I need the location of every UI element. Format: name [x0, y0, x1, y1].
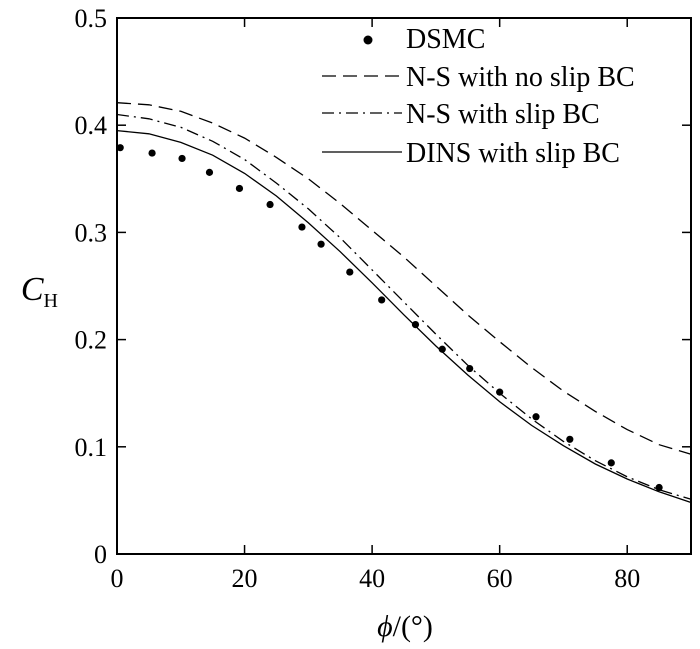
data-point	[411, 320, 420, 329]
data-point	[655, 483, 663, 492]
y-axis-subscript: H	[44, 290, 58, 312]
x-tick-label: 40	[359, 564, 385, 593]
data-point	[378, 296, 386, 304]
x-axis-symbol: ϕ	[377, 610, 393, 643]
plot-area: 0 20 40 60 80 0 0.1 0.2 0.3 0.4 0.5	[75, 4, 692, 593]
data-point	[116, 144, 124, 152]
data-point	[438, 345, 446, 353]
y-tick-label: 0	[94, 540, 107, 569]
data-point	[346, 268, 354, 276]
legend-label: DSMC	[406, 24, 485, 55]
y-tick-label: 0.5	[75, 4, 108, 33]
x-tick-label: 60	[487, 564, 513, 593]
y-tick-label: 0.4	[75, 111, 108, 140]
legend-marker-dsmc	[363, 35, 373, 45]
y-tick-label: 0.1	[75, 433, 108, 462]
x-tick-label: 80	[614, 564, 640, 593]
y-axis-title: CH	[21, 271, 58, 312]
data-point	[178, 154, 186, 163]
series-line-n-s-with-slip-bc	[116, 113, 692, 500]
y-tick-label: 0.3	[75, 218, 108, 247]
x-axis-unit: /(°)	[393, 610, 433, 643]
series-layer	[116, 102, 692, 504]
legend: DSMC N-S with no slip BC N-S with slip BC D…	[322, 24, 635, 169]
x-axis-title: ϕ/(°)	[377, 610, 433, 643]
x-tick-label: 20	[232, 564, 258, 593]
legend-label: N-S with no slip BC	[406, 62, 635, 93]
y-tick-label: 0.2	[75, 326, 108, 355]
data-point	[205, 168, 214, 176]
x-axis: 0 20 40 60 80	[111, 18, 640, 593]
series-line-n-s-with-no-slip-bc	[116, 102, 692, 455]
y-axis: 0 0.1 0.2 0.3 0.4 0.5	[75, 4, 691, 569]
y-axis-symbol: C	[21, 271, 44, 308]
legend-label: DINS with slip BC	[406, 138, 620, 169]
data-point	[466, 364, 474, 373]
series-dsmc	[116, 144, 663, 492]
data-point	[298, 223, 306, 231]
data-point	[235, 184, 244, 193]
plot-frame	[116, 17, 692, 555]
data-point	[148, 149, 156, 157]
data-point	[532, 413, 540, 421]
data-point	[266, 200, 274, 209]
x-tick-label: 0	[111, 564, 124, 593]
data-point	[566, 435, 574, 443]
data-point	[317, 240, 325, 248]
data-point	[607, 459, 615, 467]
series-line-dins-with-slip-bc	[116, 129, 692, 504]
legend-label: N-S with slip BC	[406, 99, 600, 130]
